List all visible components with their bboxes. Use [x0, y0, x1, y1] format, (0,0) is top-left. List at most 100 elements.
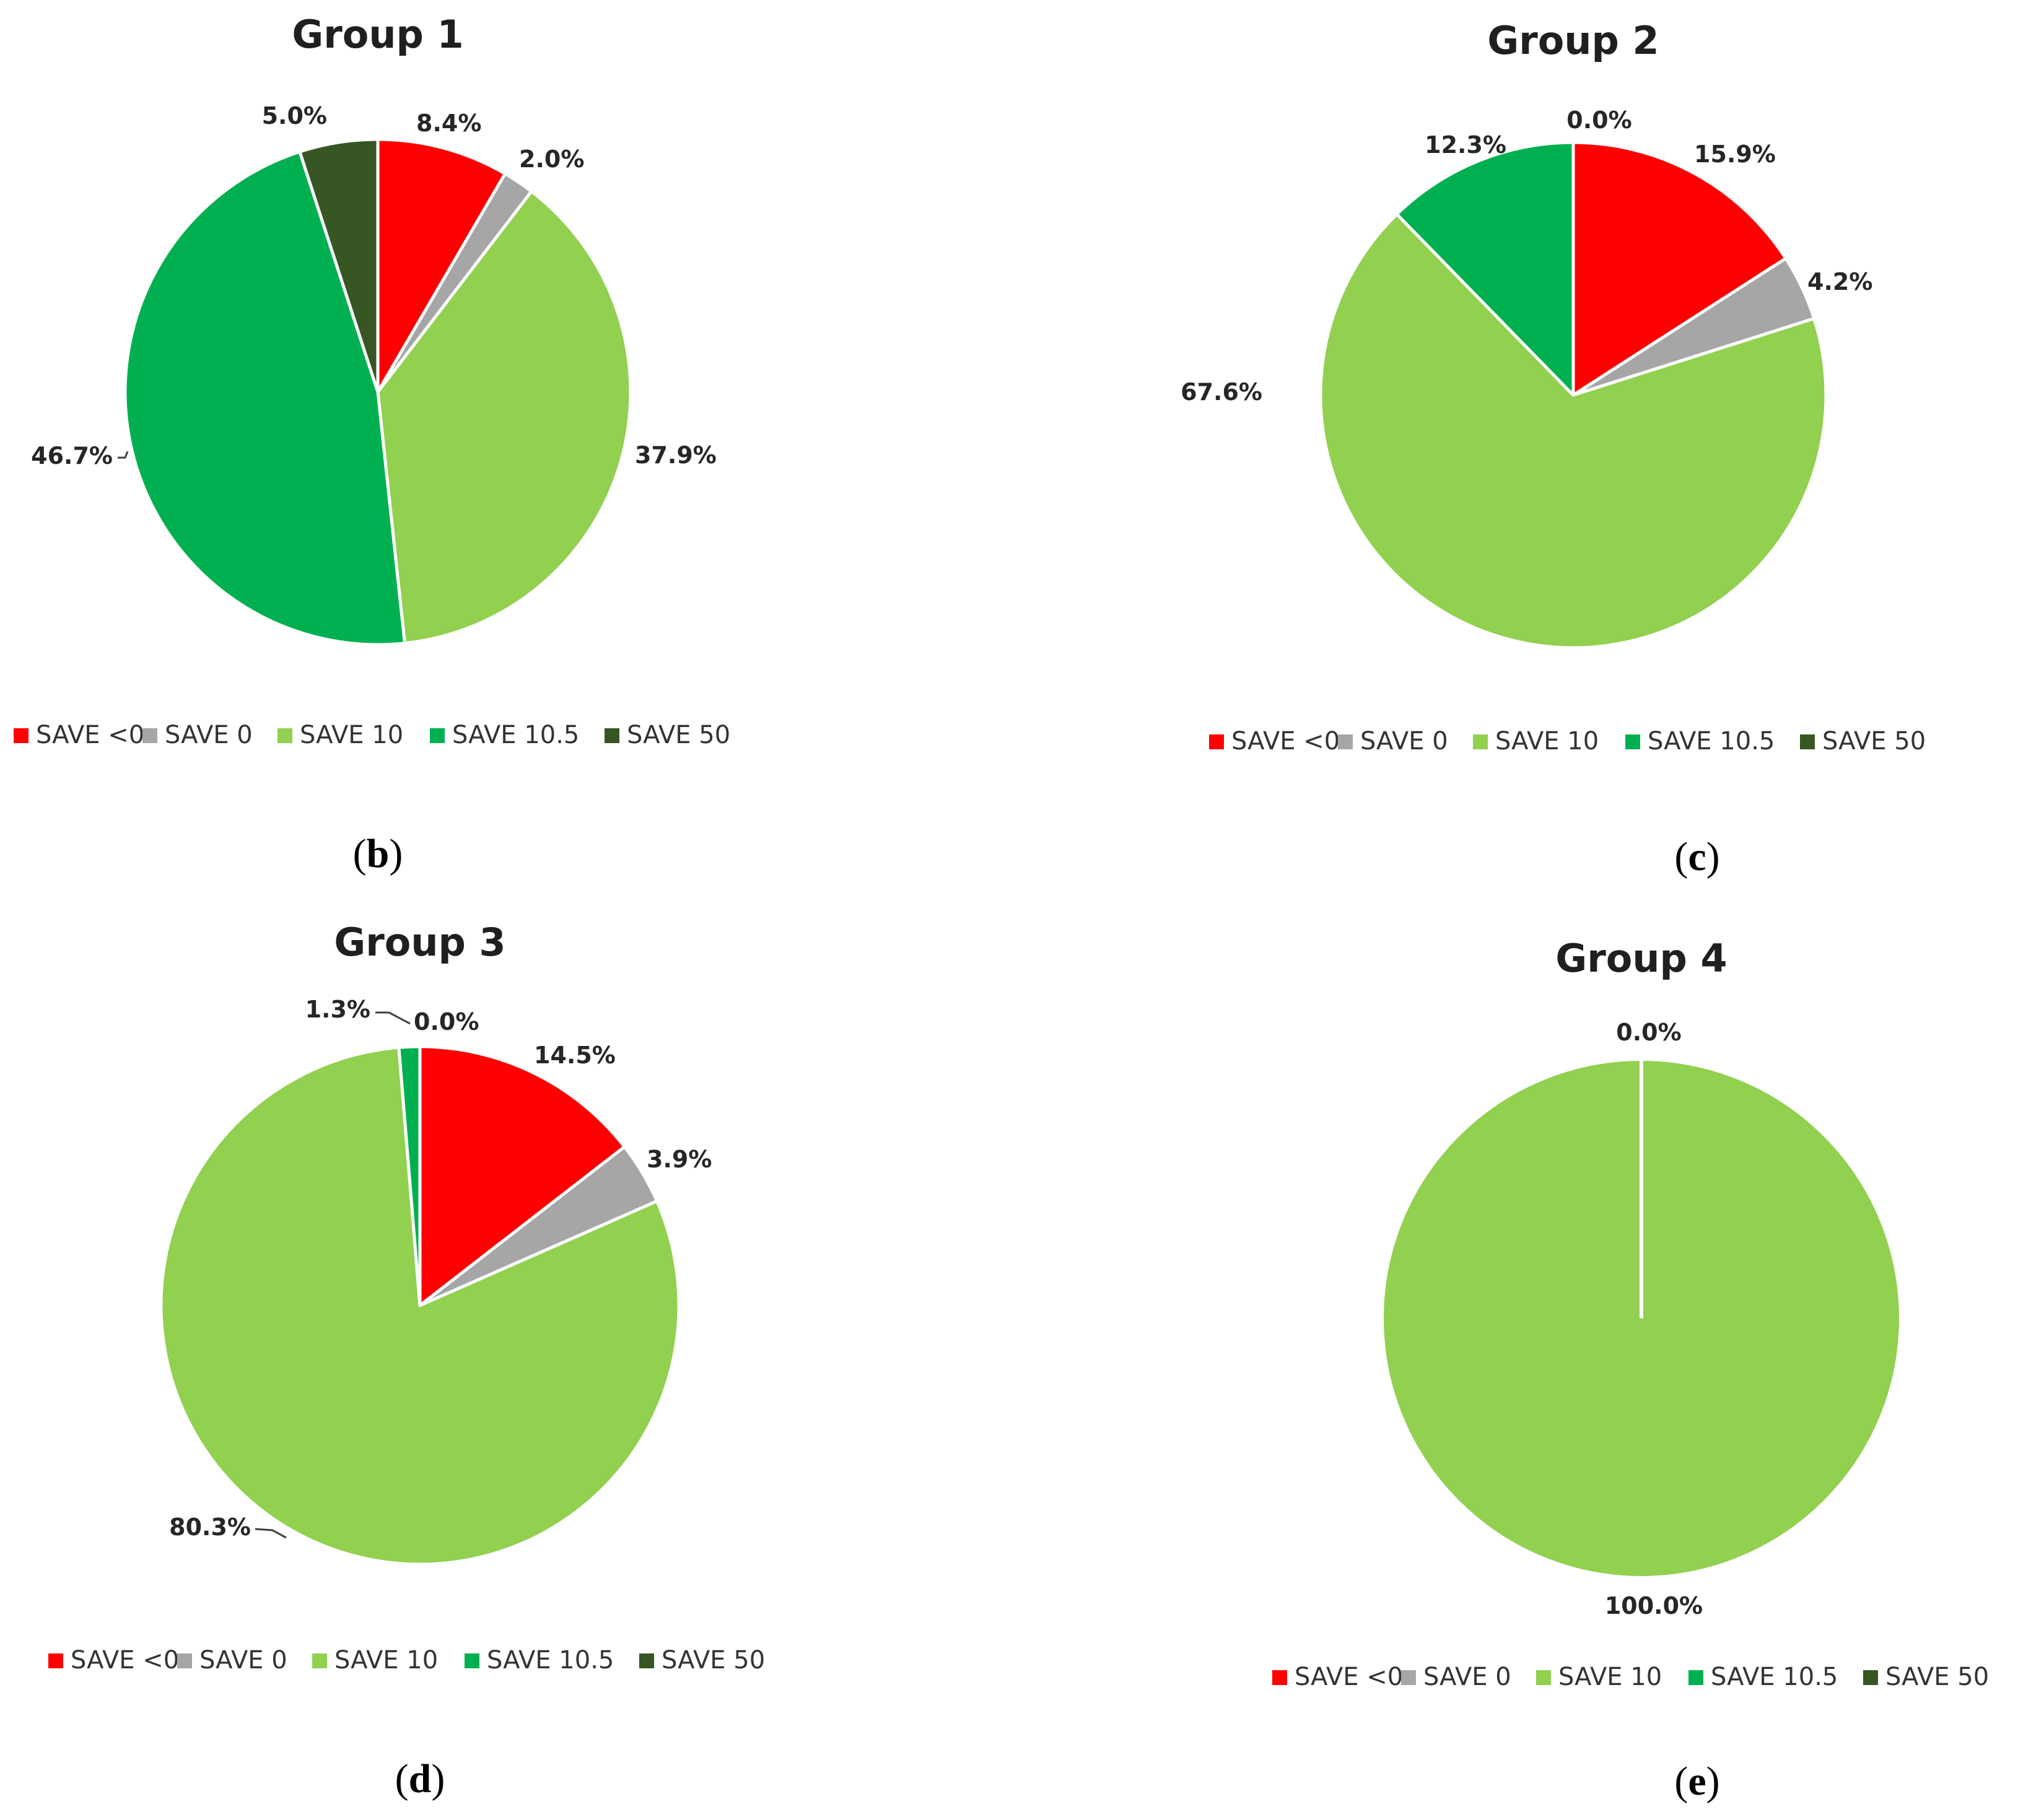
- legend-item: SAVE 10: [277, 721, 403, 749]
- legend-swatch: [312, 1653, 327, 1668]
- legend-swatch: [48, 1653, 63, 1668]
- legend-item: SAVE 10.5: [1625, 727, 1775, 756]
- data-label: 8.4%: [416, 110, 481, 137]
- legend-label: SAVE 10.5: [487, 1646, 614, 1675]
- data-label: 14.5%: [534, 1042, 616, 1069]
- legend-item: SAVE 50: [639, 1646, 765, 1675]
- legend-swatch: [1473, 734, 1488, 749]
- data-label: 2.0%: [519, 146, 584, 173]
- pie-slice-save-10-5: [1395, 141, 1575, 397]
- legend-swatch: [1536, 1670, 1551, 1685]
- pie-chart-group-2: Group 215.9%4.2%67.6%12.3%0.0%SAVE <0 SAV…: [1181, 18, 1926, 879]
- legend-swatch: [1272, 1670, 1287, 1685]
- legend-label: SAVE 10: [300, 721, 403, 749]
- legend-item: SAVE 10.5: [430, 721, 579, 749]
- legend-swatch: [465, 1653, 479, 1668]
- pie-slice-save-0: [376, 137, 507, 394]
- legend-label: SAVE 10.5: [452, 721, 579, 749]
- legend-label: SAVE <0: [1231, 727, 1340, 756]
- data-label: 1.3%: [305, 996, 370, 1023]
- legend-label: SAVE 50: [627, 721, 730, 749]
- chart-title: Group 2: [1487, 18, 1659, 63]
- pie-slices: [123, 137, 632, 647]
- legend: SAVE <0 SAVE 0 SAVE 10 SAVE 10.5 SAVE 50: [48, 1646, 765, 1675]
- chart-title: Group 4: [1555, 936, 1727, 981]
- pie-slices: [1381, 1058, 1902, 1579]
- legend-swatch: [605, 728, 619, 743]
- pie-slices: [159, 1045, 681, 1566]
- legend-label: SAVE 10: [334, 1646, 438, 1675]
- data-label: 80.3%: [169, 1514, 251, 1541]
- label-leader-line: [118, 451, 129, 459]
- data-label: 3.9%: [647, 1146, 712, 1173]
- data-label: 67.6%: [1181, 378, 1262, 406]
- panel-letter: (e): [1674, 1759, 1719, 1804]
- legend-label: SAVE <0: [36, 721, 144, 749]
- legend: SAVE <0 SAVE 0 SAVE 10 SAVE 10.5 SAVE 50: [14, 721, 730, 749]
- panel-letter: (b): [353, 831, 403, 876]
- legend-item: SAVE 50: [1800, 727, 1926, 756]
- chart-title: Group 1: [292, 12, 463, 57]
- pie-chart-group-3: Group 314.5%3.9%80.3%1.3% 0.0%SAVE <0 SAVE…: [48, 920, 765, 1801]
- legend-label: SAVE 50: [1885, 1663, 1989, 1691]
- legend-swatch: [1863, 1670, 1878, 1685]
- panel-group-4: Group 4 100.0% 0.0% SAVE <0 SAVE 0 SAVE 10 SAV…: [1022, 906, 2044, 1812]
- legend: SAVE <0 SAVE 0 SAVE 10 SAVE 10.5 SAVE 50: [1209, 727, 1926, 756]
- legend-label: SAVE 10.5: [1711, 1663, 1838, 1691]
- legend-item: SAVE 0: [177, 1646, 287, 1675]
- legend-swatch: [1338, 734, 1353, 749]
- pie-slice-save-10-5: [123, 150, 406, 647]
- legend-label: SAVE 50: [1822, 727, 1926, 756]
- data-label: 0.0%: [1566, 107, 1631, 134]
- legend-item: SAVE 0: [1338, 727, 1448, 756]
- data-label: 4.2%: [1807, 268, 1872, 295]
- legend: SAVE <0 SAVE 0 SAVE 10 SAVE 10.5 SAVE 50: [1272, 1663, 1989, 1691]
- legend-swatch: [430, 728, 445, 743]
- legend-item: SAVE <0: [1272, 1663, 1403, 1691]
- pie-slice-save-50: [298, 137, 380, 394]
- pie-slice-save-0: [418, 1045, 626, 1307]
- pie-slice-save-0: [1571, 141, 1788, 397]
- data-label: 46.7%: [31, 442, 113, 469]
- label-leader-line: [255, 1528, 287, 1539]
- legend-item: SAVE 10: [312, 1646, 438, 1675]
- legend-item: SAVE 0: [142, 721, 253, 749]
- panel-letter: (d): [395, 1756, 445, 1801]
- panel-group-1: Group 1 8.4% 2.0% 37.9% 46.7% 5.0% SAVE <0 SAVE…: [0, 0, 1022, 906]
- legend-label: SAVE 0: [1360, 727, 1448, 756]
- data-label: 0.0%: [1616, 1019, 1681, 1046]
- legend-swatch: [639, 1653, 654, 1668]
- legend-swatch: [177, 1653, 192, 1668]
- legend-item: SAVE 50: [605, 721, 730, 749]
- legend-swatch: [142, 728, 157, 743]
- legend-item: SAVE 50: [1863, 1663, 1989, 1691]
- legend-label: SAVE 10: [1558, 1663, 1662, 1691]
- legend-item: SAVE 10: [1536, 1663, 1662, 1691]
- legend-item: SAVE <0: [14, 721, 144, 749]
- legend-item: SAVE 10: [1473, 727, 1599, 756]
- panel-group-2: Group 2 15.9% 4.2% 67.6% 12.3% 0.0% SAVE <0 SAV…: [1022, 0, 2044, 906]
- data-label: 0.0%: [414, 1008, 479, 1035]
- data-label: 15.9%: [1694, 141, 1776, 168]
- legend-label: SAVE 50: [662, 1646, 765, 1675]
- data-label: 12.3%: [1425, 131, 1506, 159]
- legend-swatch: [277, 728, 292, 743]
- panel-letter: (c): [1674, 834, 1719, 879]
- data-label: 5.0%: [262, 102, 327, 129]
- pie-slices: [1319, 141, 1828, 650]
- legend-swatch: [1625, 734, 1640, 749]
- legend-label: SAVE <0: [1295, 1663, 1403, 1691]
- legend-item: SAVE <0: [1209, 727, 1340, 756]
- legend-swatch: [1401, 1670, 1416, 1685]
- legend-label: SAVE 0: [165, 721, 253, 749]
- pie-slice-save-10: [1319, 212, 1828, 650]
- legend-label: SAVE 0: [1423, 1663, 1511, 1691]
- data-label: 100.0%: [1605, 1592, 1703, 1619]
- legend-swatch: [1688, 1670, 1703, 1685]
- legend-swatch: [14, 728, 28, 743]
- chart-title: Group 3: [334, 920, 505, 965]
- pie-slice-save-10: [376, 189, 632, 645]
- legend-swatch: [1800, 734, 1815, 749]
- legend-label: SAVE 10.5: [1648, 727, 1775, 756]
